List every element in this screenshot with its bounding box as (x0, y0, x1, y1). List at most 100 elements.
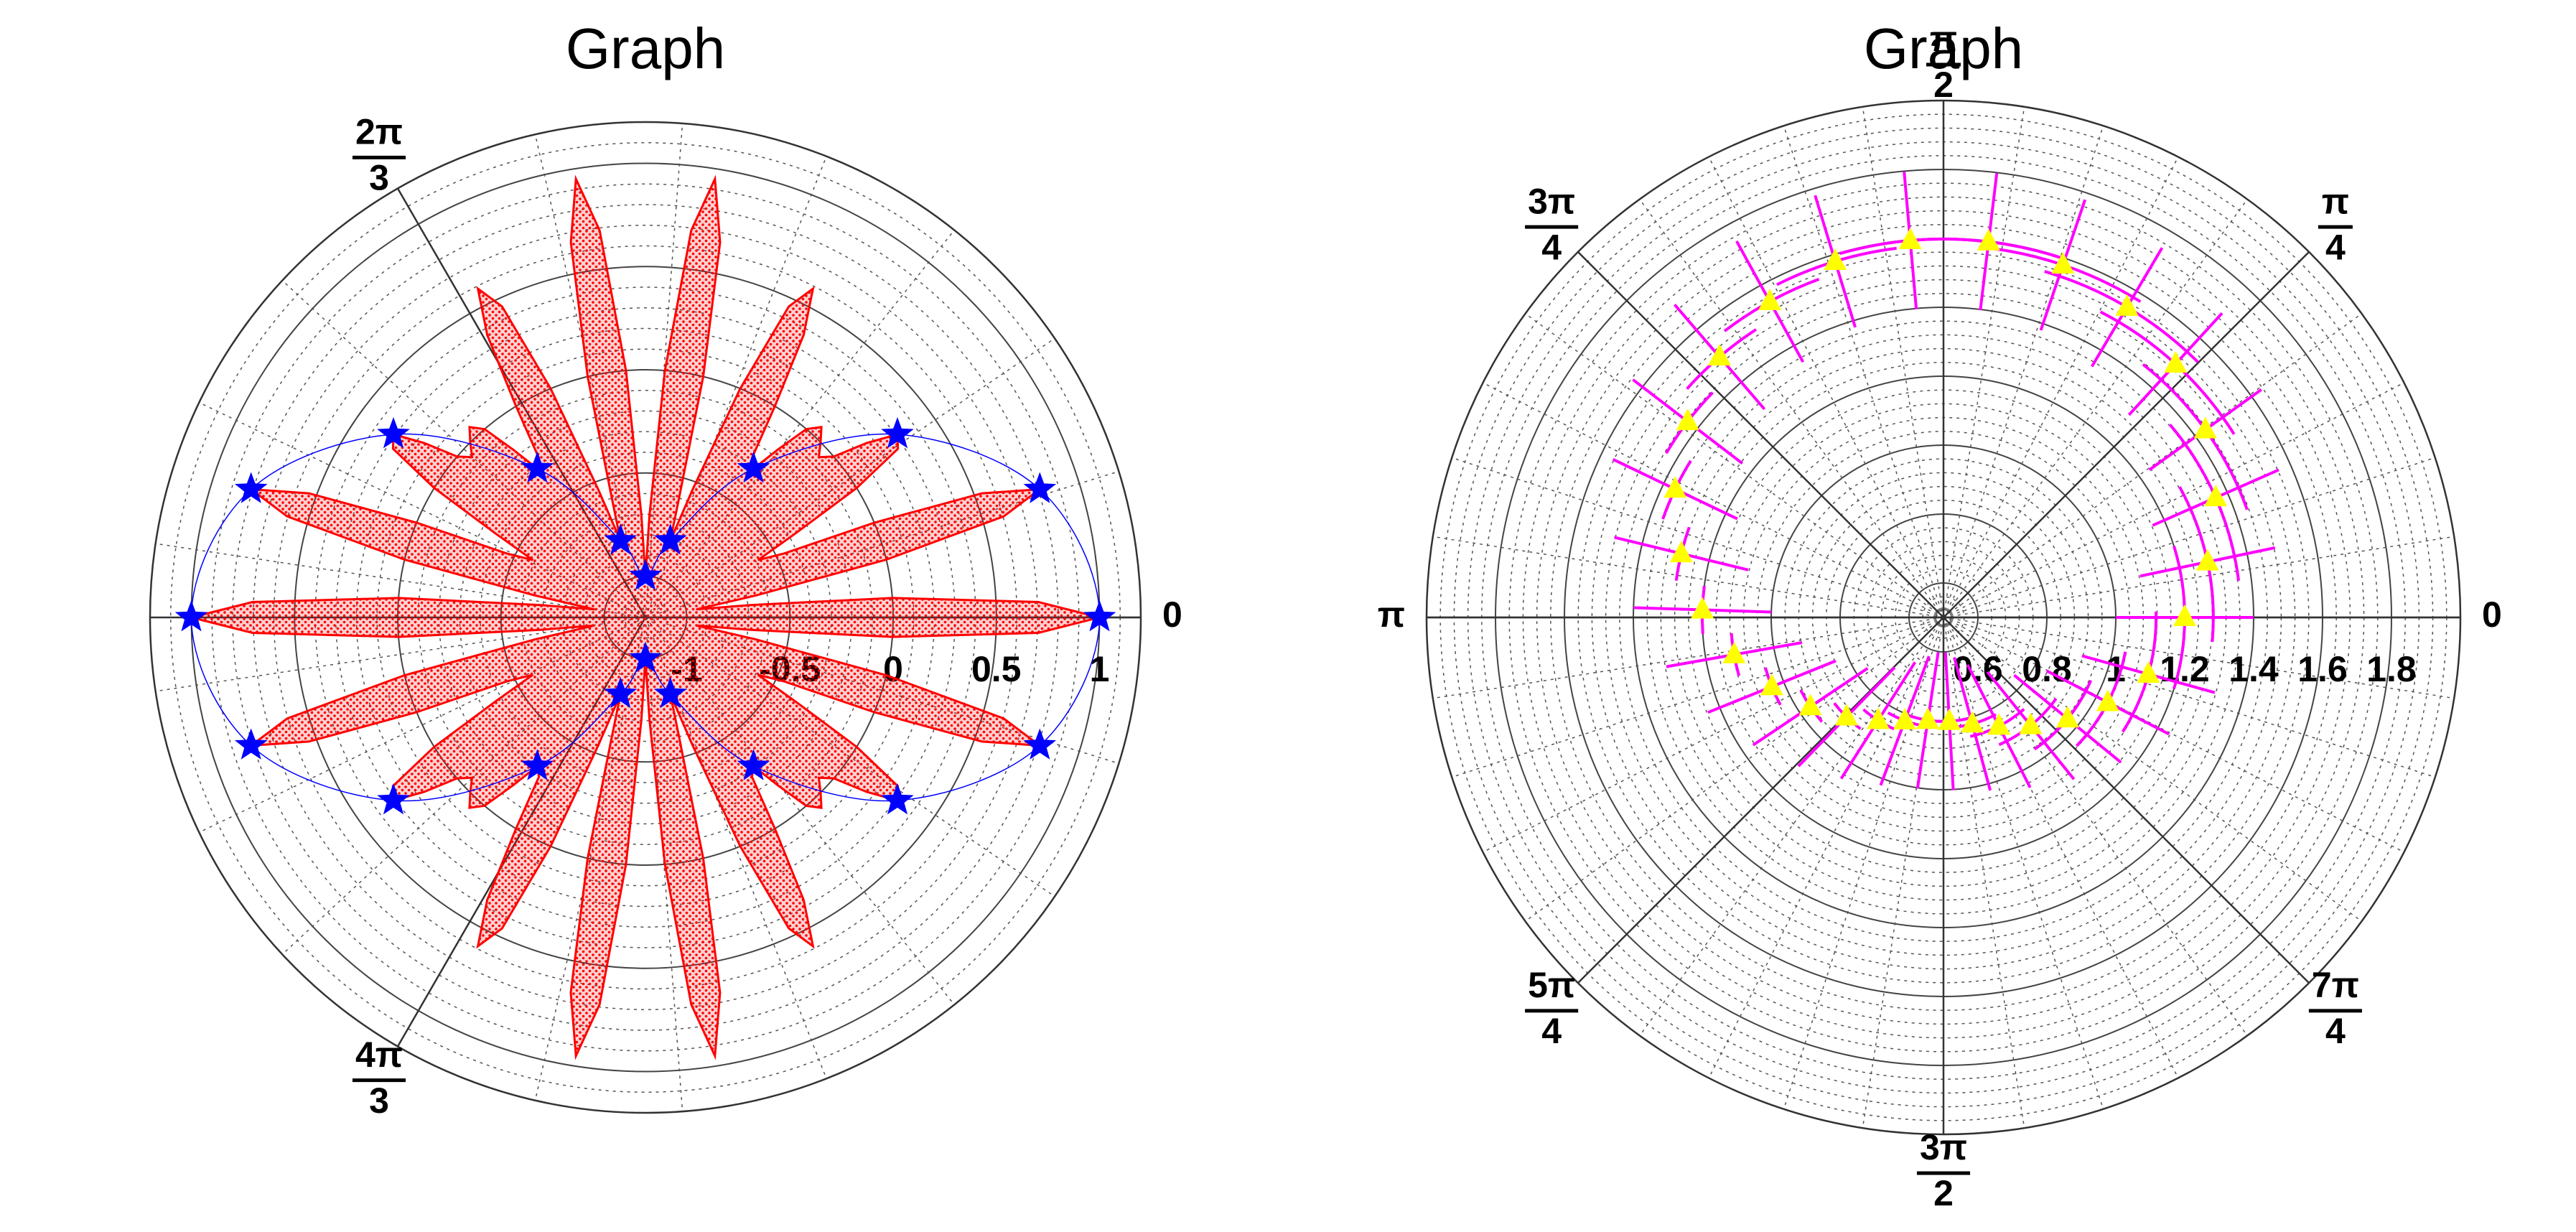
triangle-marker (1977, 228, 2000, 251)
triangle-marker (1798, 694, 1822, 716)
angle-label-numerator: 3π (1528, 181, 1575, 221)
radial-tick-label: 1.8 (2366, 649, 2417, 689)
radial-tick-label: 1.6 (2297, 649, 2348, 689)
chart-title: Graph (1864, 17, 2023, 80)
star-marker (629, 641, 662, 673)
grid-spoke (1943, 617, 2310, 984)
angle-label-numerator: π (1930, 19, 1957, 59)
angle-label: 0 (1162, 594, 1182, 635)
triangle-marker (1866, 707, 1890, 729)
star-marker (604, 523, 638, 555)
minor-grid-spoke (1943, 617, 2435, 778)
triangle-marker (2096, 689, 2119, 711)
triangle-marker (1760, 673, 1783, 696)
minor-grid-spoke (1943, 617, 2455, 699)
minor-grid-spoke (1483, 617, 1944, 853)
radial-tick-label: 0.5 (971, 649, 1022, 689)
triangle-marker (1758, 289, 1782, 311)
angle-label-denominator: 2 (1933, 1173, 1954, 1213)
minor-grid-spoke (1943, 617, 2248, 1036)
minor-grid-spoke (1708, 617, 1944, 1078)
angle-label-denominator: 2 (1933, 65, 1954, 105)
triangle-marker (2115, 294, 2139, 316)
star-marker (174, 600, 208, 632)
chart-title: Graph (566, 17, 725, 80)
star-marker (521, 749, 554, 780)
triangle-marker (1987, 713, 2011, 735)
minor-grid-spoke (1943, 313, 2362, 618)
star-marker (234, 728, 268, 760)
triangle-marker (1898, 227, 1922, 249)
triangle-marker (1893, 707, 1917, 729)
star-marker (377, 417, 410, 449)
minor-grid-spoke (1783, 617, 1944, 1109)
minor-grid-spoke (1639, 617, 1944, 1036)
star-marker (604, 676, 638, 709)
grid-spoke (1943, 251, 2310, 618)
angle-label-denominator: 3 (369, 158, 389, 198)
minor-grid-spoke (1639, 199, 1944, 618)
star-marker (629, 559, 662, 590)
angle-label-denominator: 4 (2325, 227, 2346, 267)
minor-grid-spoke (1708, 157, 1944, 618)
triangle-marker (1961, 711, 1984, 733)
minor-grid-spoke (1943, 106, 2025, 618)
star-marker (653, 523, 687, 555)
triangle-marker (1691, 597, 1714, 619)
minor-grid-spoke (1943, 157, 2179, 618)
star-marker (234, 472, 268, 503)
triangle-marker (1708, 344, 1732, 366)
grid-spoke (1577, 251, 1944, 618)
angle-label-denominator: 4 (1541, 1011, 1562, 1051)
triangle-marker (1824, 248, 1847, 271)
minor-grid-spoke (1943, 126, 2104, 618)
minor-grid-spoke (1943, 617, 2104, 1109)
triangle-marker (1916, 707, 1940, 729)
minor-grid-spoke (1452, 617, 1944, 778)
triangle-marker (1676, 409, 1699, 431)
angle-label-numerator: 4π (355, 1035, 403, 1075)
star-marker (737, 451, 770, 483)
triangle-marker (2051, 252, 2075, 274)
minor-grid-spoke (1943, 617, 2025, 1129)
star-marker (1023, 728, 1057, 760)
star-marker (653, 676, 687, 709)
angle-label: π (1378, 594, 1405, 635)
minor-grid-spoke (1943, 382, 2404, 618)
star-marker (521, 451, 554, 483)
triangle-marker (1663, 476, 1687, 498)
triangle-marker (2204, 485, 2228, 507)
star-marker (881, 417, 914, 449)
minor-grid-spoke (1943, 617, 2404, 853)
minor-grid-spoke (1452, 457, 1944, 618)
triangle-marker (2055, 706, 2079, 728)
radial-tick-label: 1.4 (2229, 649, 2279, 689)
star-marker (1083, 600, 1116, 632)
triangle-marker (1669, 541, 1693, 563)
star-marker (881, 783, 914, 815)
minor-grid-spoke (1862, 106, 1944, 618)
angle-label-numerator: 2π (355, 112, 403, 152)
triangle-marker (1938, 708, 1961, 730)
star-marker (737, 749, 770, 780)
minor-grid-spoke (1525, 313, 1944, 618)
angle-label: 0 (2482, 594, 2502, 635)
triangle-marker (2195, 549, 2219, 571)
angle-label-numerator: 3π (1920, 1127, 1967, 1167)
angle-label-numerator: 5π (1528, 965, 1575, 1005)
minor-grid-spoke (1943, 617, 2362, 922)
angle-label-denominator: 4 (1541, 227, 1562, 267)
minor-grid-spoke (1783, 126, 1944, 618)
triangle-marker (2164, 351, 2188, 373)
angle-label-numerator: 7π (2312, 965, 2359, 1005)
triangle-marker (2137, 661, 2160, 683)
radial-tick-label: 0.8 (2022, 649, 2072, 689)
star-marker (377, 783, 410, 815)
minor-grid-spoke (1943, 199, 2248, 618)
triangle-marker (1834, 704, 1858, 726)
angle-label-denominator: 4 (2325, 1011, 2346, 1051)
minor-grid-spoke (1483, 382, 1944, 618)
